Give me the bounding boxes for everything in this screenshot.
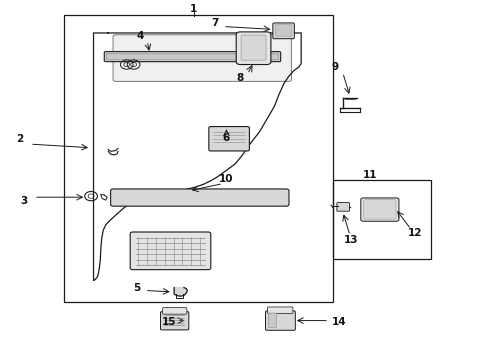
Text: 8: 8 — [237, 73, 244, 83]
FancyBboxPatch shape — [162, 308, 187, 314]
FancyBboxPatch shape — [337, 203, 349, 211]
Text: 15: 15 — [162, 317, 176, 327]
Text: 12: 12 — [408, 228, 422, 238]
FancyBboxPatch shape — [266, 311, 295, 330]
Polygon shape — [174, 288, 187, 296]
FancyBboxPatch shape — [364, 200, 396, 219]
Text: 14: 14 — [332, 317, 346, 327]
Text: 6: 6 — [223, 133, 230, 143]
FancyBboxPatch shape — [111, 189, 289, 206]
Text: 13: 13 — [344, 235, 359, 245]
Bar — [333, 180, 431, 259]
Text: 4: 4 — [136, 31, 144, 41]
FancyBboxPatch shape — [113, 35, 292, 81]
FancyBboxPatch shape — [209, 127, 249, 151]
FancyBboxPatch shape — [130, 232, 211, 270]
Text: 3: 3 — [21, 196, 28, 206]
FancyBboxPatch shape — [236, 32, 271, 64]
FancyBboxPatch shape — [273, 23, 294, 39]
FancyBboxPatch shape — [241, 35, 266, 60]
Text: 9: 9 — [332, 62, 339, 72]
FancyBboxPatch shape — [106, 54, 279, 60]
Bar — [64, 15, 333, 302]
Text: 10: 10 — [219, 174, 234, 184]
Text: 7: 7 — [211, 18, 219, 28]
FancyBboxPatch shape — [275, 25, 292, 36]
Text: 5: 5 — [133, 283, 140, 293]
FancyBboxPatch shape — [269, 313, 276, 327]
Text: 1: 1 — [190, 4, 197, 14]
FancyBboxPatch shape — [104, 51, 281, 62]
Text: 2: 2 — [16, 134, 23, 144]
FancyBboxPatch shape — [160, 312, 189, 330]
FancyBboxPatch shape — [361, 198, 399, 221]
FancyBboxPatch shape — [268, 307, 293, 314]
Text: 11: 11 — [362, 170, 377, 180]
